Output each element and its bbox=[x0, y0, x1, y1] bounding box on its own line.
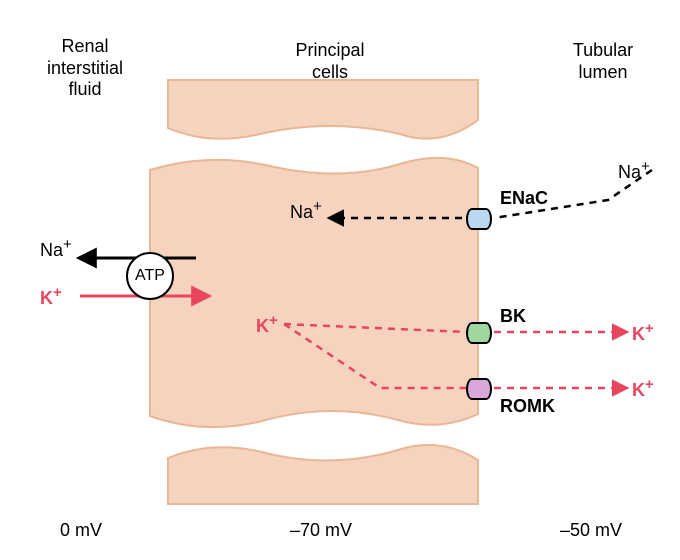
bk-channel-icon bbox=[466, 322, 492, 344]
cell-bottom bbox=[168, 445, 478, 504]
region-left-label: Renal interstitial fluid bbox=[20, 36, 150, 101]
romk-lumen-ion: K+ bbox=[632, 376, 654, 402]
k-in-label: K+ bbox=[40, 284, 62, 310]
atp-pump-icon: ATP bbox=[126, 252, 174, 300]
romk-channel-icon bbox=[466, 378, 492, 400]
region-middle-label: Principal cells bbox=[260, 40, 400, 83]
region-right-label: Tubular lumen bbox=[548, 40, 658, 83]
k-to-bk bbox=[284, 324, 466, 332]
enac-name: ENaC bbox=[500, 188, 548, 210]
k-cell-label: K+ bbox=[256, 312, 278, 338]
enac-channel-icon bbox=[466, 208, 492, 230]
na-cell-label: Na+ bbox=[290, 198, 322, 224]
enac-lumen-ion: Na+ bbox=[618, 158, 650, 184]
diagram-stage: ATP Renal interstitial fluid Principal c… bbox=[0, 0, 680, 560]
mv-middle: –70 mV bbox=[290, 520, 352, 542]
bk-lumen-ion: K+ bbox=[632, 320, 654, 346]
k-to-romk bbox=[284, 324, 466, 388]
atp-label: ATP bbox=[135, 267, 165, 284]
bk-name: BK bbox=[500, 306, 526, 328]
mv-left: 0 mV bbox=[60, 520, 102, 542]
cell-top bbox=[168, 80, 478, 139]
romk-name: ROMK bbox=[500, 396, 555, 418]
mv-right: –50 mV bbox=[560, 520, 622, 542]
na-out-label: Na+ bbox=[40, 236, 72, 262]
